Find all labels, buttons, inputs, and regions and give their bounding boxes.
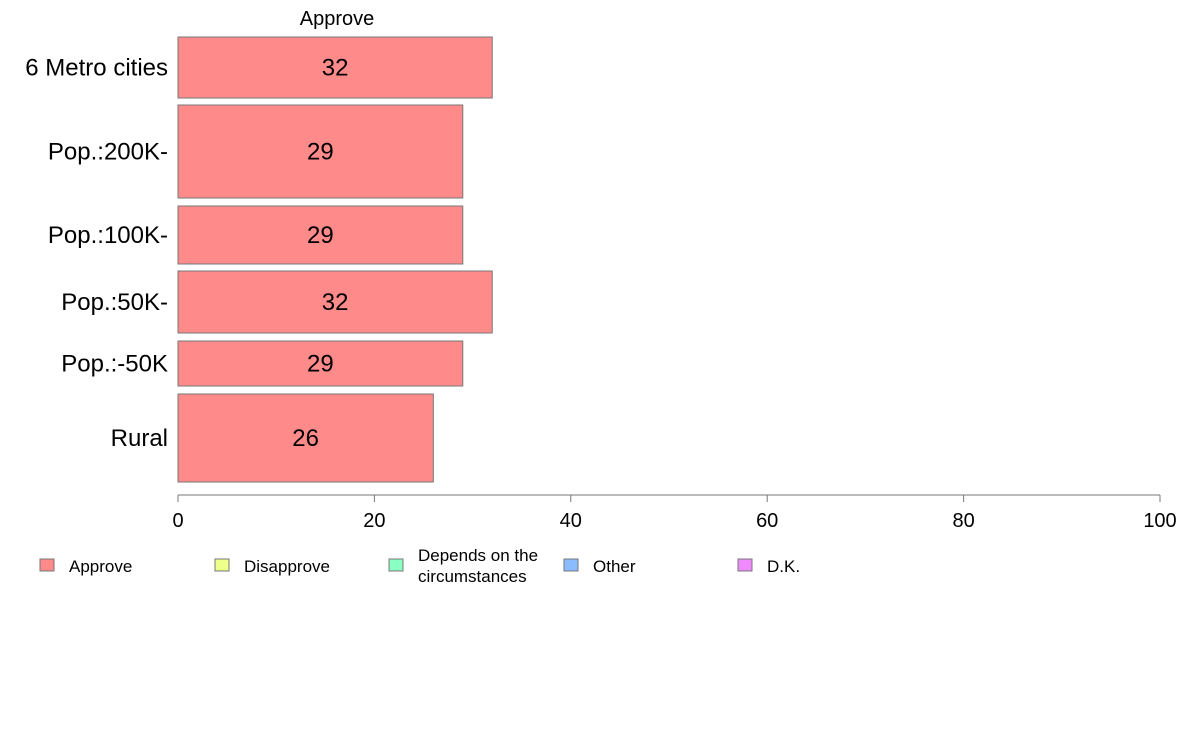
x-tick-label: 0 xyxy=(172,510,183,532)
legend: Approve Disapprove Depends on the circumsta… xyxy=(39,546,800,586)
legend-label: Depends on the xyxy=(418,546,538,565)
legend-swatch xyxy=(563,558,579,572)
data-label: 26 xyxy=(292,425,319,452)
category-label: Pop.:50K- xyxy=(61,289,168,316)
x-axis: 0 20 40 60 80 100 xyxy=(172,494,1177,532)
legend-swatch xyxy=(737,558,753,572)
x-tick-label: 60 xyxy=(756,510,778,532)
data-label: 32 xyxy=(322,55,349,82)
bar-approve xyxy=(177,36,493,99)
bar-approve xyxy=(177,393,434,483)
legend-label: D.K. xyxy=(767,557,800,576)
category-label: Pop.:200K- xyxy=(48,139,168,166)
legend-swatch xyxy=(214,558,230,572)
data-label: 32 xyxy=(322,289,349,316)
legend-label: Disapprove xyxy=(244,557,330,576)
category-label: Pop.:100K- xyxy=(48,222,168,249)
column-title: Approve xyxy=(300,8,375,30)
data-label: 29 xyxy=(307,139,334,166)
x-tick-label: 40 xyxy=(560,510,582,532)
x-tick-label: 100 xyxy=(1143,510,1176,532)
bars-group: 6 Metro cities 32 Pop.:200K- 29 Pop.:100K- 29… xyxy=(25,36,493,483)
bar-approve xyxy=(177,340,464,387)
legend-label: Approve xyxy=(69,557,132,576)
legend-swatch xyxy=(39,558,55,572)
category-label: 6 Metro cities xyxy=(25,55,168,82)
data-label: 29 xyxy=(307,351,334,378)
x-tick-label: 20 xyxy=(363,510,385,532)
data-label: 29 xyxy=(307,222,334,249)
bar-approve xyxy=(177,205,464,265)
category-label: Pop.:-50K xyxy=(61,351,168,378)
legend-label: Other xyxy=(593,557,636,576)
bar-approve xyxy=(177,104,464,199)
legend-label: circumstances xyxy=(418,567,527,586)
legend-swatch xyxy=(388,558,404,572)
category-label: Rural xyxy=(111,425,168,452)
x-tick-label: 80 xyxy=(952,510,974,532)
bar-approve xyxy=(177,270,493,334)
